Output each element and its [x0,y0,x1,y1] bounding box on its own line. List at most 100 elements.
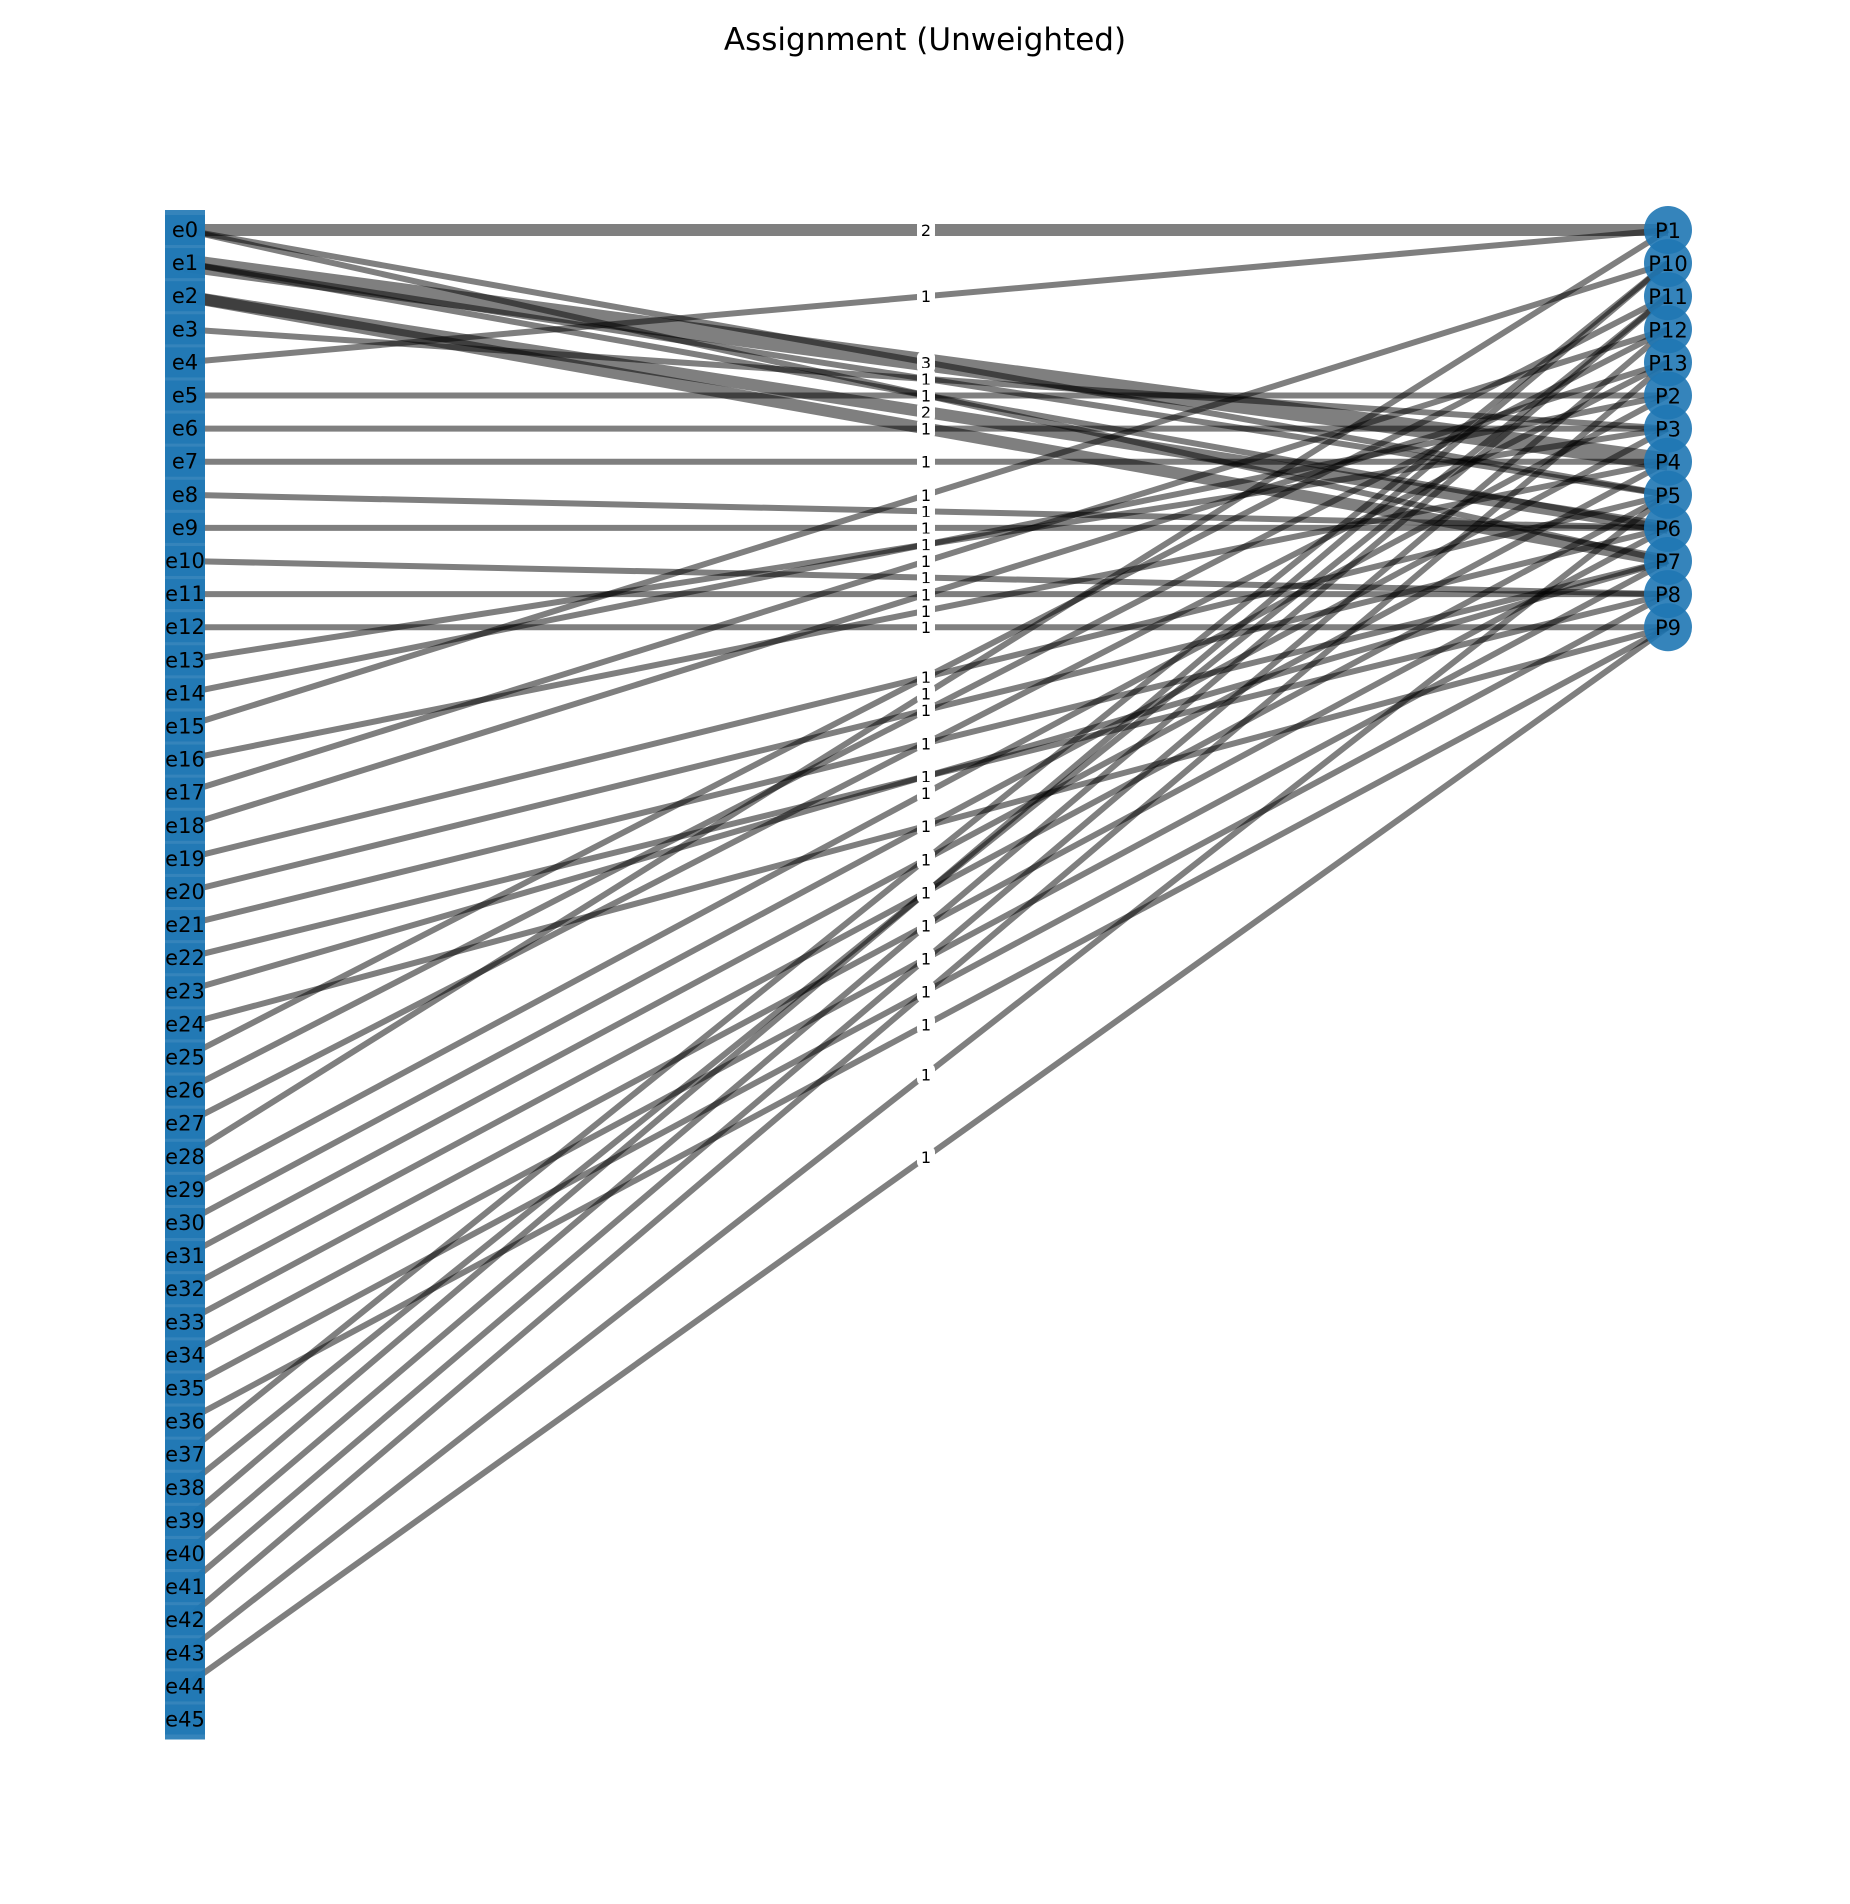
edge-label-bg [917,516,935,539]
edge-weight-label: 1 [921,370,931,389]
edge-label-bg [917,781,935,804]
node-label-e42: e42 [165,1608,205,1632]
node-e20 [165,877,205,907]
node-e11 [165,579,205,610]
node-label-e7: e7 [172,450,198,474]
edge-weight-label: 1 [921,519,931,538]
node-label-e36: e36 [165,1410,205,1434]
node-label-P1: P1 [1655,219,1681,243]
edge-weight-label: 2 [921,403,931,422]
edge-label-bg [917,881,935,904]
edge-weight-label: 1 [921,950,931,969]
node-e35 [165,1373,205,1404]
node-e41 [165,1572,205,1603]
node-e40 [165,1539,205,1569]
node-label-e10: e10 [165,549,205,573]
node-label-e24: e24 [165,1012,205,1036]
node-label-P2: P2 [1655,385,1681,409]
node-label-P8: P8 [1655,583,1681,607]
edge-weight-label: 1 [921,685,931,704]
edge-weight-label: 1 [921,701,931,720]
node-label-e0: e0 [172,218,198,242]
node-P3 [1644,404,1692,453]
edge-label-bg [917,1013,935,1036]
edge-label-bg [917,417,935,440]
node-e10 [165,546,205,576]
edge-weight-label: 1 [921,602,931,621]
node-e21 [165,910,205,941]
edge-weight-label: 1 [921,420,931,439]
node-label-P3: P3 [1655,418,1681,442]
edge-weight-label: 1 [921,917,931,936]
node-label-e15: e15 [165,715,205,739]
node-e8 [165,479,205,510]
node-label-e13: e13 [165,648,205,672]
node-e31 [165,1241,205,1272]
edge-weight-label: 1 [921,784,931,803]
edge-label-bg [917,732,935,755]
edge-weight-label: 3 [921,353,931,372]
node-label-e39: e39 [165,1509,205,1533]
node-P9 [1644,603,1692,652]
node-label-P10: P10 [1648,252,1687,276]
node-e22 [165,943,205,974]
edge-label-bg [917,765,935,788]
node-label-e8: e8 [172,483,198,507]
edge-weight-label: 1 [921,1148,931,1167]
node-P6 [1644,503,1692,552]
node-label-e16: e16 [165,748,205,772]
node-e0 [165,215,205,245]
node-e5 [165,380,205,411]
edge-weight-label: 1 [921,1065,931,1084]
node-e24 [165,1009,205,1040]
node-label-e2: e2 [172,284,198,308]
edge-label-bg [917,384,935,407]
node-e4 [165,347,205,378]
edge-weight-label: 1 [921,850,931,869]
edge-label-bg [917,367,935,390]
node-label-e45: e45 [165,1708,205,1732]
node-P1 [1644,206,1692,254]
node-label-e29: e29 [165,1178,205,1202]
edge-label-bg [917,533,935,556]
edge-weight-label: 1 [921,569,931,588]
node-e15 [165,711,205,742]
node-label-e33: e33 [165,1310,205,1334]
edge-label-bg [917,848,935,871]
node-e25 [165,1042,205,1073]
node-label-e18: e18 [165,814,205,838]
edge-weight-label: 2 [921,221,931,240]
node-label-e20: e20 [165,880,205,904]
edge-label-bg [917,1146,935,1169]
node-label-e28: e28 [165,1145,205,1169]
node-label-e40: e40 [165,1542,205,1566]
edge-label-bg [917,914,935,937]
edge-weight-label: 1 [921,668,931,687]
edge-weight-label: 1 [921,883,931,902]
edge-label-bg [917,550,935,573]
edge-weight-label: 1 [921,618,931,637]
node-P5 [1644,470,1692,519]
node-e16 [165,744,205,775]
node-e33 [165,1307,205,1338]
node-label-e31: e31 [165,1244,205,1268]
edge-weight-label: 1 [921,502,931,521]
node-label-P6: P6 [1655,517,1681,541]
edge-weight-label: 1 [921,983,931,1002]
edge-label-bg [917,599,935,622]
node-label-e43: e43 [165,1641,205,1665]
node-label-e21: e21 [165,913,205,937]
node-label-P13: P13 [1648,351,1687,375]
edge-weight-label: 1 [921,552,931,571]
edge-weight-label: 1 [921,734,931,753]
node-label-e38: e38 [165,1476,205,1500]
edge-label-bg [917,699,935,722]
edge-label-bg [917,500,935,523]
node-e39 [165,1505,205,1536]
node-label-e23: e23 [165,979,205,1003]
node-e44 [165,1671,205,1702]
node-P8 [1644,570,1692,619]
node-e17 [165,777,205,808]
node-label-P9: P9 [1655,616,1681,640]
node-label-e1: e1 [172,251,198,275]
